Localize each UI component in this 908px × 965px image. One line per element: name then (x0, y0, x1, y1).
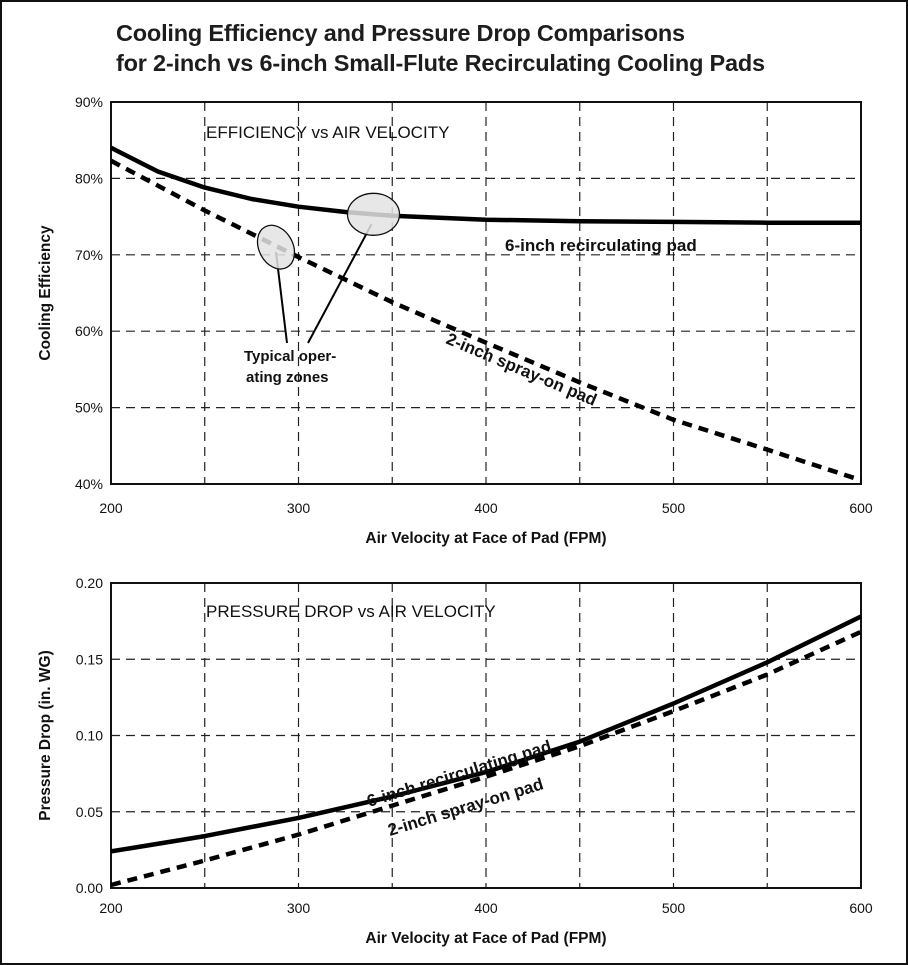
figure-title-line-2: for 2-inch vs 6-inch Small-Flute Recircu… (116, 50, 765, 76)
efficiency-x-tick-label: 400 (474, 500, 498, 516)
operating-zone-6-inch (346, 192, 401, 236)
zones-label-line-1: Typical oper- (244, 348, 336, 365)
pressure-panel-title: PRESSURE DROP vs AIR VELOCITY (206, 602, 496, 621)
pressure-x-tick-label: 400 (474, 900, 498, 916)
pressure-y-tick-label: 0.05 (76, 804, 103, 820)
pressure-y-axis-label: Pressure Drop (in. WG) (37, 650, 54, 821)
efficiency-panel-title: EFFICIENCY vs AIR VELOCITY (206, 123, 449, 142)
efficiency-plot-area (110, 101, 862, 485)
efficiency-series-2-inch-line (109, 158, 862, 483)
efficiency-x-axis-label: Air Velocity at Face of Pad (FPM) (365, 530, 606, 547)
efficiency-y-tick-label: 40% (75, 476, 103, 492)
efficiency-y-tick-label: 80% (75, 170, 103, 186)
zone-leader-line (307, 223, 373, 344)
efficiency-y-tick-label: 90% (75, 94, 103, 110)
pressure-x-tick-label: 500 (662, 900, 686, 916)
pressure-y-tick-label: 0.10 (76, 728, 103, 744)
efficiency-series-label: 6-inch recirculating pad (505, 236, 697, 255)
efficiency-y-tick-label: 60% (75, 323, 103, 339)
efficiency-chart: EFFICIENCY vs AIR VELOCITY 40% 50% 60% 70% 80… (37, 94, 873, 547)
operating-zone-2-inch (256, 224, 296, 270)
efficiency-y-tick-label: 70% (75, 247, 103, 263)
pressure-x-tick-label: 300 (287, 900, 311, 916)
pressure-y-tick-label: 0.15 (76, 651, 103, 667)
pressure-x-axis-label: Air Velocity at Face of Pad (FPM) (365, 930, 606, 947)
efficiency-x-tick-label: 600 (849, 500, 873, 516)
efficiency-y-axis-label: Cooling Efficiency (37, 225, 54, 361)
pressure-plot-area (110, 582, 862, 889)
figure-title-line-1: Cooling Efficiency and Pressure Drop Com… (116, 20, 685, 46)
efficiency-y-tick-label: 50% (75, 400, 103, 416)
pressure-chart: PRESSURE DROP vs AIR VELOCITY 0.00 0.05 0.1… (37, 575, 873, 947)
efficiency-x-tick-label: 300 (287, 500, 311, 516)
efficiency-series-label: 2-inch spray-on pad (443, 329, 599, 410)
efficiency-x-tick-label: 500 (662, 500, 686, 516)
pressure-x-tick-label: 200 (99, 900, 123, 916)
pressure-x-tick-label: 600 (849, 900, 873, 916)
zones-label-line-2: ating zones (246, 369, 329, 386)
pressure-y-tick-label: 0.00 (76, 880, 103, 896)
pressure-y-tick-label: 0.20 (76, 575, 103, 591)
pressure-series-6-inch-line (110, 614, 862, 854)
efficiency-x-tick-label: 200 (99, 500, 123, 516)
